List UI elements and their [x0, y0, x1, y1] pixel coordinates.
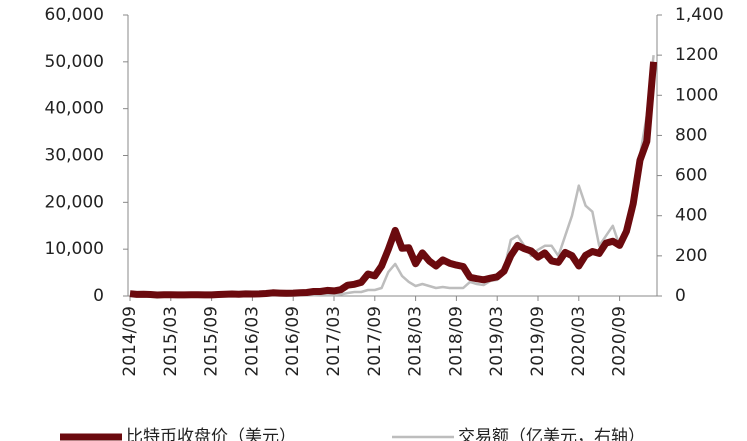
y2-tick-label: 600 — [675, 166, 707, 186]
x-tick-label: 2017/09 — [365, 306, 385, 377]
x-tick-label: 2016/03 — [242, 306, 262, 377]
x-tick-label: 2020/03 — [569, 306, 589, 377]
y-tick-label: 50,000 — [45, 52, 104, 72]
x-tick-label: 2017/03 — [324, 306, 344, 377]
y2-tick-label: 1,400 — [675, 5, 724, 25]
y-tick-label: 10,000 — [45, 239, 104, 259]
y-tick-label: 30,000 — [45, 146, 104, 166]
y2-tick-label: 0 — [675, 286, 686, 306]
x-tick-label: 2019/09 — [528, 306, 548, 377]
y-tick-label: 20,000 — [45, 192, 104, 212]
x-tick-label: 2018/03 — [406, 306, 426, 377]
y-tick-label: 60,000 — [45, 5, 104, 25]
x-tick-label: 2019/03 — [487, 306, 507, 377]
x-tick-label: 2014/09 — [120, 306, 140, 377]
y-tick-label: 0 — [93, 286, 104, 306]
y2-tick-label: 400 — [675, 206, 707, 226]
x-tick-label: 2015/09 — [202, 306, 222, 377]
legend-label: 比特币收盘价（美元） — [126, 427, 296, 441]
y-tick-label: 40,000 — [45, 99, 104, 119]
series-line — [129, 61, 658, 299]
x-tick-label: 2020/09 — [610, 306, 630, 377]
y2-tick-label: 200 — [675, 246, 707, 266]
x-tick-label: 2016/09 — [283, 306, 303, 377]
y2-tick-label: 800 — [675, 125, 707, 145]
x-tick-label: 2015/03 — [161, 306, 181, 377]
y2-tick-label: 1200 — [675, 45, 718, 65]
x-tick-label: 2018/09 — [446, 306, 466, 377]
y2-tick-label: 1000 — [675, 85, 718, 105]
legend-label: 交易额（亿美元，右轴） — [458, 427, 645, 441]
